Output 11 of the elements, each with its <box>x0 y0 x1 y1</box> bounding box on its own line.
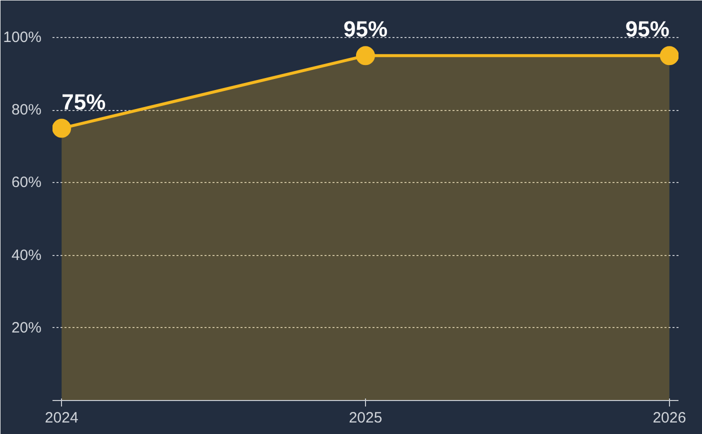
y-tick-label: 80% <box>11 102 42 119</box>
x-tick-label: 2025 <box>348 410 382 426</box>
data-label: 75% <box>62 89 106 114</box>
y-tick-label: 20% <box>11 319 42 336</box>
y-tick-label: 100% <box>3 29 42 46</box>
data-label: 95% <box>625 16 670 42</box>
x-tick-label: 2024 <box>44 410 78 426</box>
y-tick-label: 60% <box>11 174 42 192</box>
data-label: 95% <box>343 16 388 42</box>
x-tick-label: 2026 <box>652 410 686 426</box>
y-tick-label: 40% <box>11 246 42 264</box>
